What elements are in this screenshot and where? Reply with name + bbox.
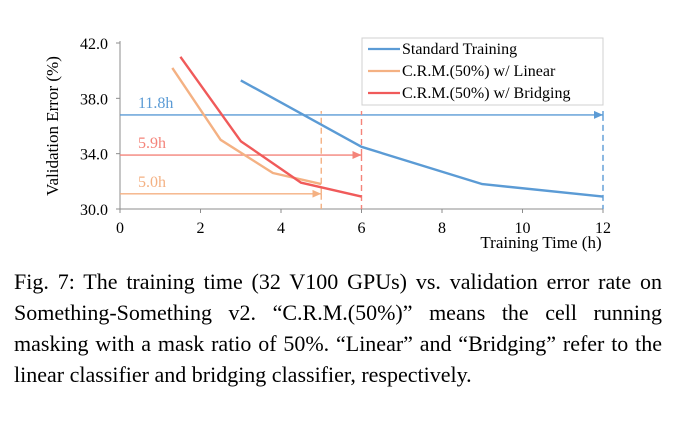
series-linear-line	[171, 67, 322, 186]
series-standard-line	[240, 79, 604, 198]
x-axis-label: Training Time (h)	[480, 233, 601, 252]
time-label: 5.0h	[138, 174, 166, 191]
legend-box	[361, 37, 604, 106]
x-tick-label: 8	[438, 220, 446, 237]
x-tick-label: 0	[116, 220, 124, 237]
x-tick-label: 2	[197, 220, 205, 237]
training-time-chart: 30.034.038.042.00 2 4 6 8 10 12 11.8h5.9h5.0h …	[43, 36, 611, 252]
x-tick-label: 6	[358, 220, 366, 237]
legend-label-linear: C.R.M.(50%) w/ Linear	[402, 63, 556, 80]
y-tick-label: 38.0	[80, 91, 108, 108]
y-tick-label: 42.0	[80, 36, 108, 53]
series-bridging-line	[179, 56, 362, 198]
y-tick-label: 34.0	[80, 147, 108, 164]
legend: Standard Training C.R.M.(50%) w/ Linear …	[361, 37, 604, 106]
y-axis-label: Validation Error (%)	[43, 56, 62, 196]
legend-label-bridging: C.R.M.(50%) w/ Bridging	[402, 85, 570, 102]
y-tick-label: 30.0	[80, 202, 108, 219]
time-label: 5.9h	[138, 135, 166, 152]
time-label: 11.8h	[138, 95, 173, 112]
x-tick-label: 12	[595, 220, 611, 237]
legend-label-standard: Standard Training	[402, 41, 517, 58]
figure-caption: Fig. 7: The training time (32 V100 GPUs)…	[14, 269, 662, 387]
x-tick-label: 10	[515, 220, 531, 237]
x-tick-label: 4	[277, 220, 285, 237]
